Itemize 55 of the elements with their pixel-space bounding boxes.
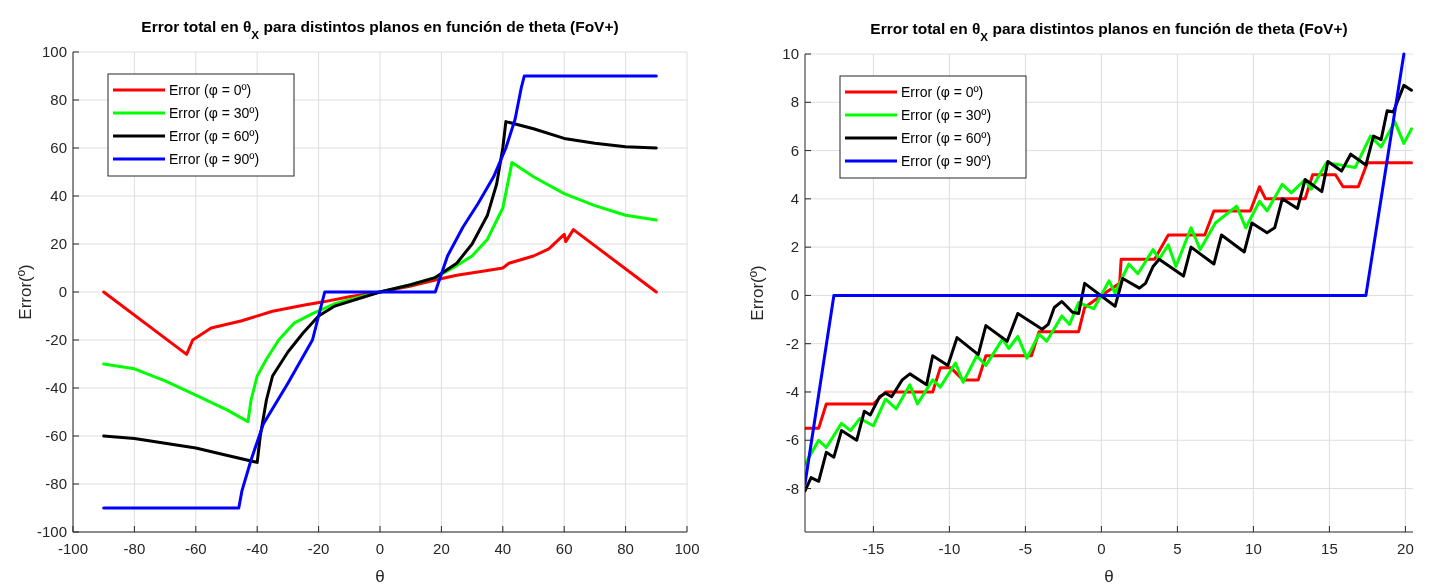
x-tick-label: -60 (184, 540, 207, 557)
line-series (102, 74, 658, 510)
x-tick-label: -10 (938, 540, 961, 557)
y-tick-label: -8 (785, 479, 799, 497)
x-tick-label: 20 (433, 540, 450, 557)
y-axis-title: Error(º) (748, 265, 767, 321)
y-tick-label: 6 (790, 141, 799, 159)
y-tick-label: -40 (45, 379, 67, 396)
x-tick-label: 10 (1245, 540, 1262, 557)
y-tick-label: 4 (790, 189, 799, 207)
y-tick-label: 100 (41, 43, 67, 60)
x-tick-label: 15 (1321, 540, 1338, 557)
y-tick-label: 0 (58, 283, 67, 300)
x-axis-title: θ (1104, 567, 1114, 586)
y-tick-label: 60 (50, 139, 67, 156)
chart-title: Error total en θ$_{X}$ para distintos planos en función de theta (FoV+) (141, 18, 619, 41)
y-tick-label: 40 (50, 187, 67, 204)
legend-label: Error (φ = 90º) (901, 153, 992, 169)
x-tick-label: 5 (1173, 540, 1182, 557)
legend-label: Error (φ = 0º) (169, 82, 252, 98)
x-tick-label: 100 (674, 540, 700, 557)
y-tick-label: 20 (50, 235, 67, 252)
legend-label: Error (φ = 30º) (169, 105, 260, 121)
y-tick-label: -4 (785, 382, 799, 400)
y-tick-label: 8 (790, 93, 799, 111)
x-tick-label: -5 (1018, 540, 1033, 557)
y-tick-label: -2 (785, 334, 799, 352)
y-tick-label: -80 (45, 475, 67, 492)
legend-label: Error (φ = 90º) (169, 151, 260, 167)
y-tick-label: -20 (45, 331, 67, 348)
y-tick-label: -60 (45, 427, 67, 444)
x-tick-label: -80 (123, 540, 146, 557)
y-axis-title: Error(º) (16, 264, 35, 320)
line-series (102, 120, 658, 464)
x-tick-label: 0 (1097, 540, 1106, 557)
legend-label: Error (φ = 60º) (169, 128, 260, 144)
x-axis-title: θ (375, 567, 385, 586)
legend-label: Error (φ = 30º) (901, 107, 992, 123)
legend-label: Error (φ = 60º) (901, 130, 992, 146)
x-tick-label: -40 (246, 540, 269, 557)
y-tick-label: 0 (790, 286, 799, 304)
x-tick-label: 80 (617, 540, 634, 557)
x-tick-label: -15 (862, 540, 885, 557)
y-tick-label: 10 (782, 45, 799, 62)
legend-label: Error (φ = 0º) (901, 84, 984, 100)
y-tick-label: -6 (785, 431, 799, 449)
y-tick-label: 2 (790, 238, 799, 256)
x-tick-label: 0 (375, 540, 385, 557)
chart-title: Error total en θ$_{X}$ para distintos planos en función de theta (FoV+) (870, 20, 1348, 43)
y-tick-label: -100 (36, 523, 67, 540)
x-tick-label: -20 (307, 540, 330, 557)
y-tick-label: 80 (50, 91, 67, 108)
x-tick-label: 60 (555, 540, 573, 557)
x-tick-label: 40 (494, 540, 512, 557)
x-tick-label: 20 (1397, 540, 1414, 557)
